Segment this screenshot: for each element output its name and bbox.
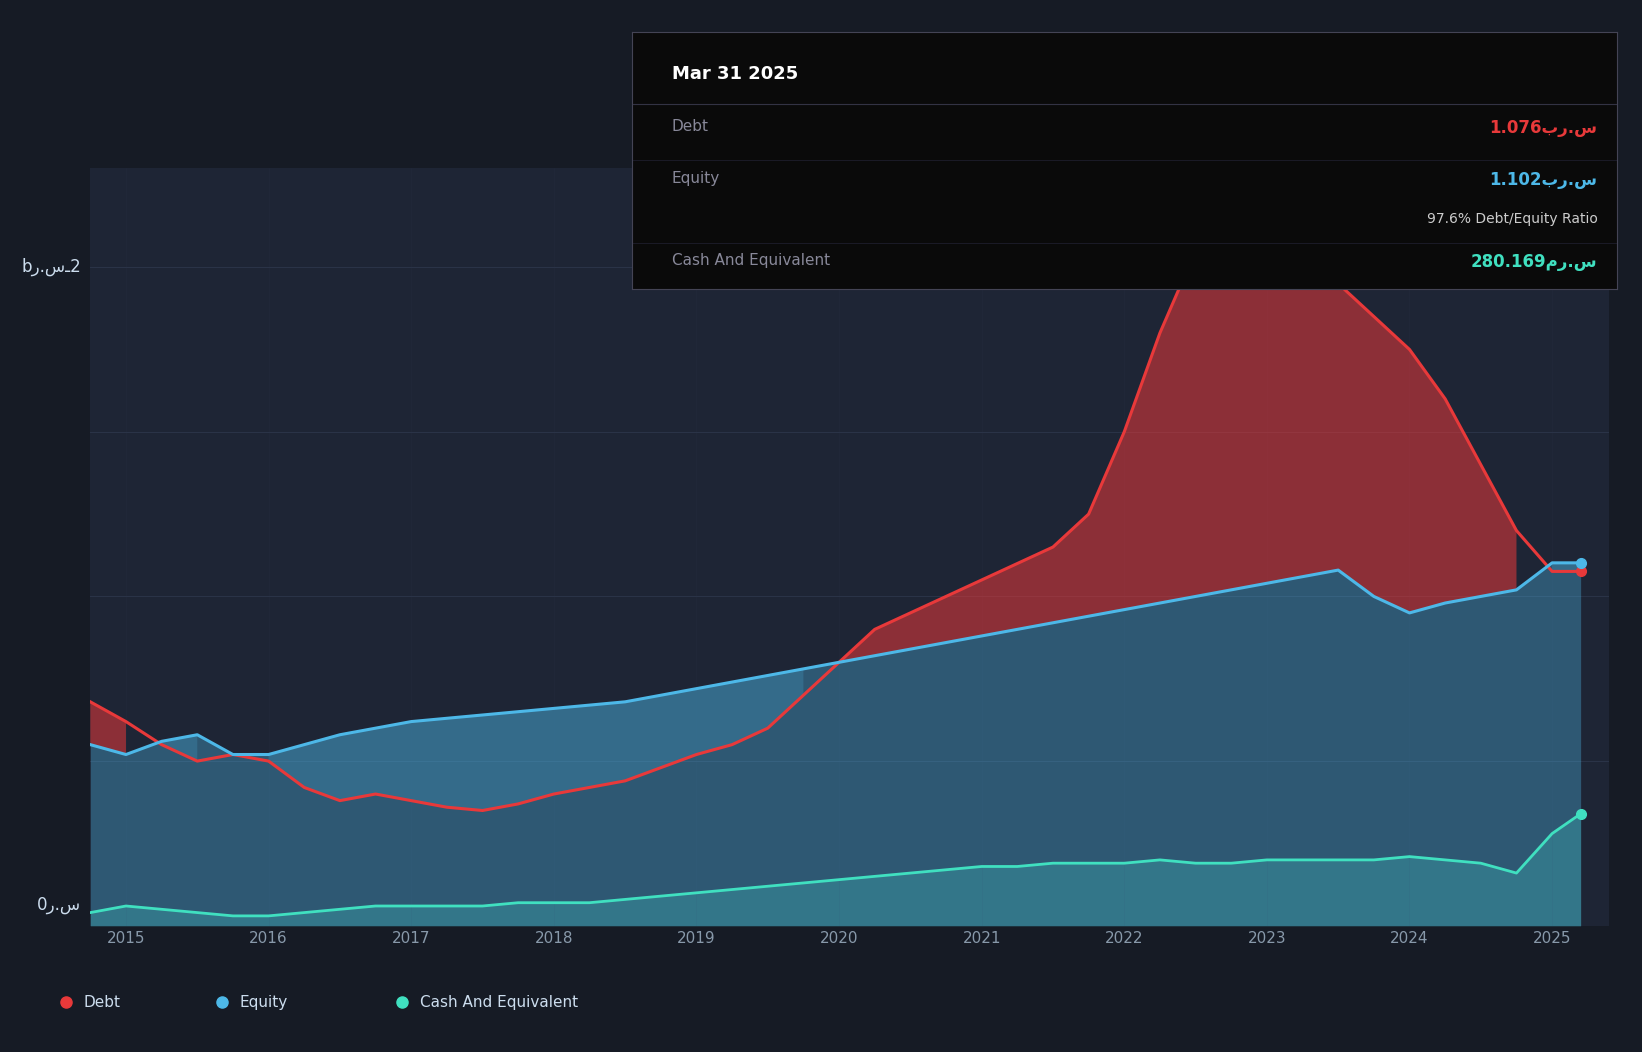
Text: Equity: Equity [672,170,719,186]
Text: 1.076بر.س: 1.076بر.س [1489,119,1598,137]
Text: Cash And Equivalent: Cash And Equivalent [672,254,829,268]
Text: 97.6% Debt/Equity Ratio: 97.6% Debt/Equity Ratio [1427,213,1598,226]
Text: Mar 31 2025: Mar 31 2025 [672,65,798,83]
Text: 0ر.س: 0ر.س [38,896,80,914]
Text: Equity: Equity [240,994,287,1010]
Text: 280.169مر.س: 280.169مر.س [1471,254,1598,271]
Text: bر.سـ2: bر.سـ2 [21,258,80,277]
Text: Debt: Debt [672,119,709,135]
Text: Cash And Equivalent: Cash And Equivalent [420,994,578,1010]
Text: 1.102بر.س: 1.102بر.س [1489,170,1598,188]
Text: Debt: Debt [84,994,122,1010]
